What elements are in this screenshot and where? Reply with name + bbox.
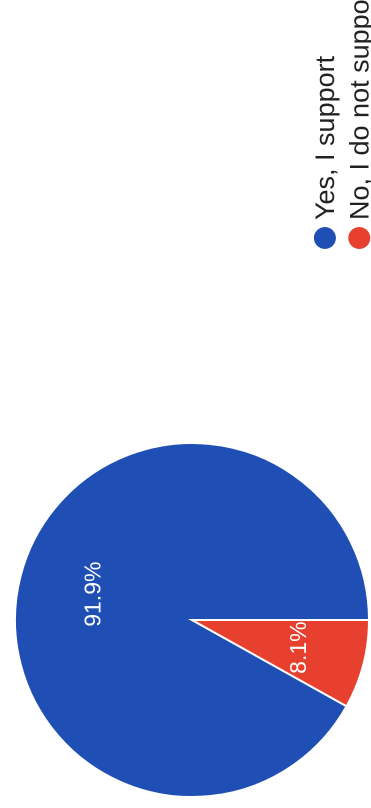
slice-value-label-1: 8.1% [285, 621, 311, 673]
legend-label-1: No, I do not support [344, 0, 371, 220]
pie-slice-0 [14, 442, 371, 798]
slice-value-label-0: 91.9% [80, 562, 106, 627]
pie-slices [14, 442, 371, 798]
pie-slice-labels: 91.9% 8.1% [80, 562, 312, 674]
pie-slice-1 [188, 619, 371, 708]
legend-label-0: Yes, I support [310, 55, 340, 220]
legend-marker-1 [348, 227, 371, 249]
legend-marker-0 [313, 227, 336, 249]
